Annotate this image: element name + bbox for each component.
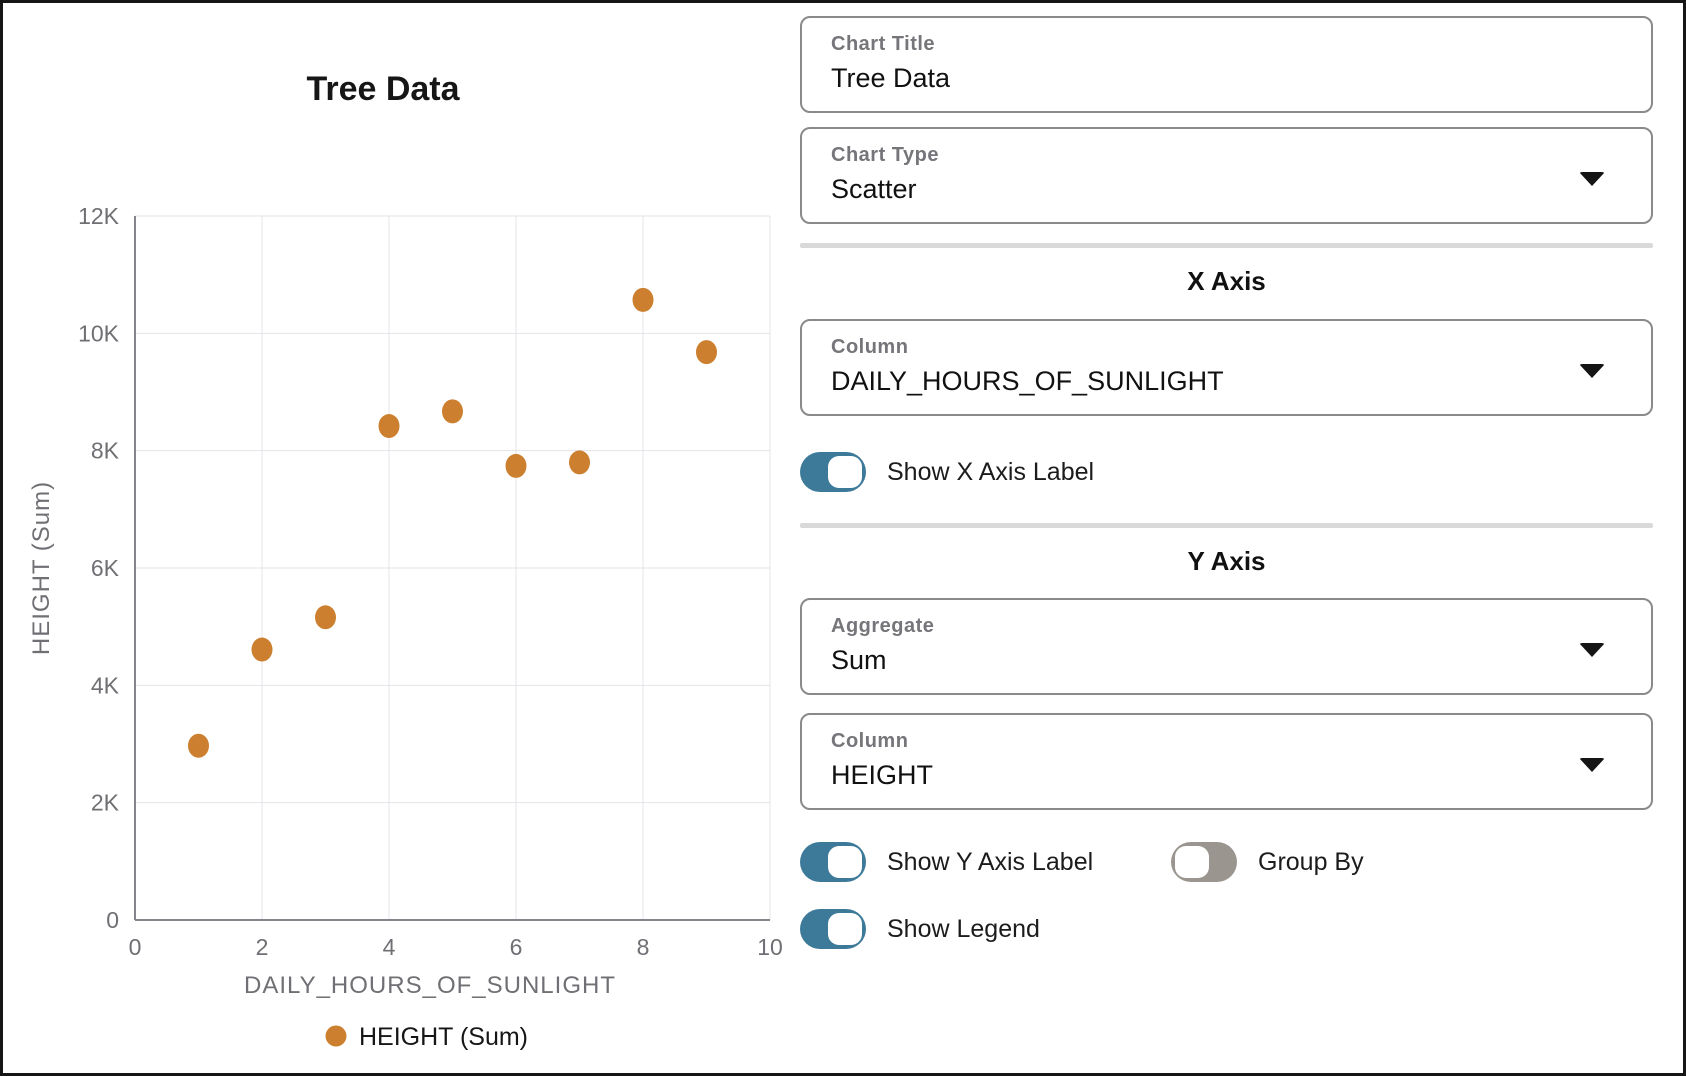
y-tick-label: 4K <box>91 672 120 698</box>
chart-title: Tree Data <box>306 70 460 108</box>
chevron-down-icon[interactable] <box>1579 758 1605 772</box>
chevron-down-icon[interactable] <box>1579 643 1605 657</box>
chart-type-select[interactable]: Chart Type Scatter <box>800 127 1653 224</box>
y-axis-heading: Y Axis <box>1187 546 1266 576</box>
chart-type-value: Scatter <box>831 174 917 204</box>
show-x-axis-label-toggle[interactable] <box>800 452 866 492</box>
x-tick-label: 10 <box>757 934 783 960</box>
y-axis-aggregate-value: Sum <box>831 645 887 675</box>
show-legend-text: Show Legend <box>887 914 1040 943</box>
x-tick-label: 2 <box>256 934 269 960</box>
x-tick-label: 8 <box>637 934 650 960</box>
y-axis-aggregate-select[interactable]: Aggregate Sum <box>800 598 1653 695</box>
chevron-down-icon[interactable] <box>1579 364 1605 378</box>
scatter-point <box>378 414 400 439</box>
scatter-point <box>632 287 654 312</box>
chart-title-field-label: Chart Title <box>831 33 936 55</box>
legend-marker-icon <box>325 1025 347 1047</box>
toggle-knob <box>828 846 862 878</box>
section-divider <box>800 523 1653 528</box>
show-y-axis-label-toggle[interactable] <box>800 842 866 882</box>
y-tick-label: 6K <box>91 555 120 581</box>
x-tick-label: 6 <box>510 934 523 960</box>
chevron-down-icon[interactable] <box>1579 172 1605 186</box>
scatter-point <box>442 399 463 424</box>
x-tick-label: 4 <box>383 934 396 960</box>
y-axis-column-select[interactable]: Column HEIGHT <box>800 713 1653 810</box>
y-tick-label: 10K <box>78 320 120 346</box>
scatter-point <box>315 605 336 630</box>
show-y-axis-label-text: Show Y Axis Label <box>887 847 1094 876</box>
x-axis-column-value: DAILY_HOURS_OF_SUNLIGHT <box>831 366 1224 396</box>
scatter-point <box>505 453 527 478</box>
scatter-point <box>188 733 209 758</box>
y-axis-title: HEIGHT (Sum) <box>28 481 55 655</box>
y-axis-column-value: HEIGHT <box>831 760 934 790</box>
chart-config-panel: Chart Title Tree Data Chart Type Scatter… <box>798 3 1683 1073</box>
legend-label: HEIGHT (Sum) <box>359 1023 528 1051</box>
x-axis-heading: X Axis <box>1187 266 1266 296</box>
section-divider <box>800 243 1653 248</box>
toggle-knob <box>1175 846 1209 878</box>
scatter-chart: 0 2 4 6 8 10 0 2K 4K 6K 8K 10K 12K Tree Data DAILY_HOU… <box>28 70 783 1051</box>
scatter-point <box>696 340 717 365</box>
scatter-point <box>569 450 590 475</box>
toggle-knob <box>828 456 862 488</box>
x-axis-column-select[interactable]: Column DAILY_HOURS_OF_SUNLIGHT <box>800 319 1653 416</box>
chart-type-label: Chart Type <box>831 144 939 166</box>
show-legend-toggle[interactable] <box>800 909 866 949</box>
x-tick-label: 0 <box>129 934 142 960</box>
group-by-text: Group By <box>1258 847 1364 876</box>
group-by-toggle[interactable] <box>1171 842 1237 882</box>
y-tick-label: 8K <box>91 438 120 464</box>
x-axis-title: DAILY_HOURS_OF_SUNLIGHT <box>244 972 616 999</box>
toggle-knob <box>828 913 862 945</box>
chart-title-field[interactable]: Chart Title Tree Data <box>800 16 1653 113</box>
y-tick-label: 12K <box>78 203 120 229</box>
scatter-point <box>251 637 273 662</box>
y-axis-aggregate-label: Aggregate <box>831 615 935 637</box>
show-x-axis-label-text: Show X Axis Label <box>887 457 1095 486</box>
chart-pane: 0 2 4 6 8 10 0 2K 4K 6K 8K 10K 12K Tree Data DAILY_HOU… <box>3 3 798 1073</box>
chart-title-field-value: Tree Data <box>831 63 951 93</box>
y-tick-label: 0 <box>106 907 119 933</box>
y-tick-label: 2K <box>91 790 120 816</box>
y-axis-column-label: Column <box>831 730 909 752</box>
x-axis-column-label: Column <box>831 336 909 358</box>
